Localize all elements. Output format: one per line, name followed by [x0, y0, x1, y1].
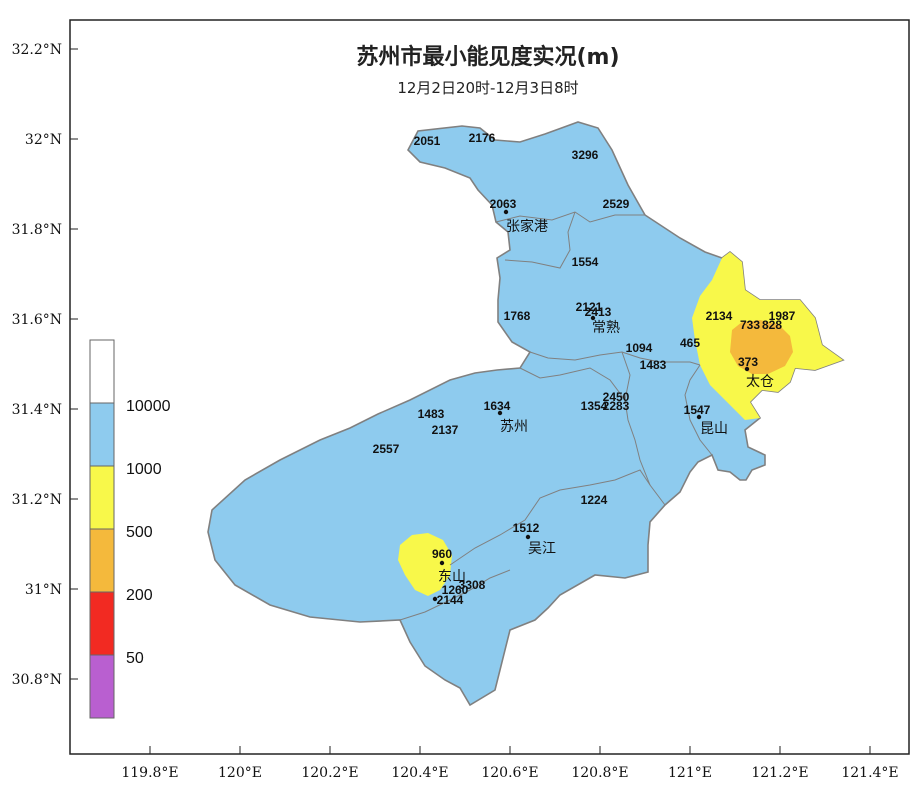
legend-swatch-500: [89, 528, 115, 593]
marker-kunshan: [696, 414, 702, 420]
y-tick-label: 31.4°N: [12, 402, 62, 418]
station-value: 2557: [373, 442, 400, 456]
marker-changshu: [590, 315, 596, 321]
color-legend: 10000 1000 500 200 50: [89, 339, 171, 719]
district-boundaries: [399, 211, 713, 621]
station-value: 465: [680, 336, 700, 350]
city-label: 常熟: [592, 320, 620, 336]
x-tick-label: 120°E: [218, 765, 262, 781]
x-tick-label: 120.8°E: [571, 765, 628, 781]
map-frame: [69, 19, 910, 755]
city-labels: 张家港 常熟 太仓 昆山 苏州 吴江 东山: [438, 218, 774, 585]
legend-swatch-200: [89, 591, 115, 656]
station-value: 2137: [432, 423, 459, 437]
station-value: 733: [740, 318, 760, 332]
station-value: 373: [738, 355, 758, 369]
station-value: 828: [762, 318, 782, 332]
station-value: 1354: [581, 399, 608, 413]
x-tick-label: 121.4°E: [841, 765, 898, 781]
map-subtitle: 12月2日20时-12月3日8时: [397, 79, 578, 97]
city-label: 昆山: [700, 421, 728, 437]
station-value: 1547: [684, 403, 711, 417]
station-value: 2121: [576, 300, 603, 314]
station-value: 2529: [603, 197, 630, 211]
station-value: 1554: [572, 255, 599, 269]
legend-swatch-10000: [89, 402, 115, 467]
station-values: 2051 2176 3296 2063 2529 1554 2121 2413 …: [373, 131, 796, 607]
city-label: 东山: [438, 569, 466, 585]
station-value: 1483: [640, 358, 667, 372]
marker-station-2144: [432, 596, 438, 602]
marker-dongshan: [439, 560, 445, 566]
legend-label: 10000: [126, 398, 171, 415]
marker-wujiang: [525, 534, 531, 540]
y-tick-label: 31.6°N: [12, 312, 62, 328]
legend-swatch-50: [89, 654, 115, 719]
station-value: 2283: [603, 399, 630, 413]
x-axis: 119.8°E 120°E 120.2°E 120.4°E 120.6°E 12…: [121, 746, 899, 781]
station-value: 960: [432, 547, 452, 561]
station-value: 3308: [459, 578, 486, 592]
map-title: 苏州市最小能见度实况(m): [356, 44, 619, 70]
x-tick-label: 119.8°E: [121, 765, 178, 781]
station-value: 1768: [504, 309, 531, 323]
x-tick-label: 120.4°E: [391, 765, 448, 781]
legend-label: 500: [126, 524, 153, 541]
station-value: 1483: [418, 407, 445, 421]
city-label: 吴江: [528, 541, 556, 557]
station-value: 3296: [572, 148, 599, 162]
station-value: 1634: [484, 399, 511, 413]
y-tick-label: 31°N: [25, 582, 62, 598]
y-tick-label: 31.2°N: [12, 492, 62, 508]
marker-taicang: [744, 366, 750, 372]
station-value: 1260: [442, 583, 469, 597]
low-visibility-dongshan: [398, 533, 452, 596]
city-label: 太仓: [746, 374, 774, 390]
x-tick-label: 120.6°E: [481, 765, 538, 781]
city-label: 张家港: [506, 218, 548, 235]
station-value: 2450: [603, 390, 630, 404]
station-value: 2144: [437, 593, 464, 607]
legend-swatch-1000: [89, 465, 115, 530]
city-markers: [432, 209, 750, 602]
legend-swatch-top: [89, 339, 115, 404]
station-value: 1224: [581, 493, 608, 507]
station-value: 1094: [626, 341, 653, 355]
marker-zhangjiagang: [503, 209, 509, 215]
marker-suzhou: [497, 410, 503, 416]
legend-label: 1000: [126, 461, 162, 478]
x-tick-label: 121.2°E: [751, 765, 808, 781]
city-label: 苏州: [500, 419, 528, 435]
y-tick-label: 32.2°N: [12, 42, 62, 58]
legend-label: 50: [126, 650, 144, 667]
station-value: 2134: [706, 309, 733, 323]
y-tick-label: 32°N: [25, 132, 62, 148]
station-value: 2051: [414, 134, 441, 148]
y-tick-label: 31.8°N: [12, 222, 62, 238]
station-value: 1512: [513, 521, 540, 535]
station-value: 2176: [469, 131, 496, 145]
legend-label: 200: [126, 587, 153, 604]
station-value: 1987: [769, 309, 796, 323]
y-tick-label: 30.8°N: [12, 672, 62, 688]
very-low-visibility-taicang: [730, 320, 793, 374]
station-value: 2063: [490, 197, 517, 211]
y-axis: 32.2°N 32°N 31.8°N 31.6°N 31.4°N 31.2°N …: [12, 42, 78, 688]
x-tick-label: 120.2°E: [301, 765, 358, 781]
x-tick-label: 121°E: [668, 765, 712, 781]
station-value: 2413: [585, 305, 612, 319]
